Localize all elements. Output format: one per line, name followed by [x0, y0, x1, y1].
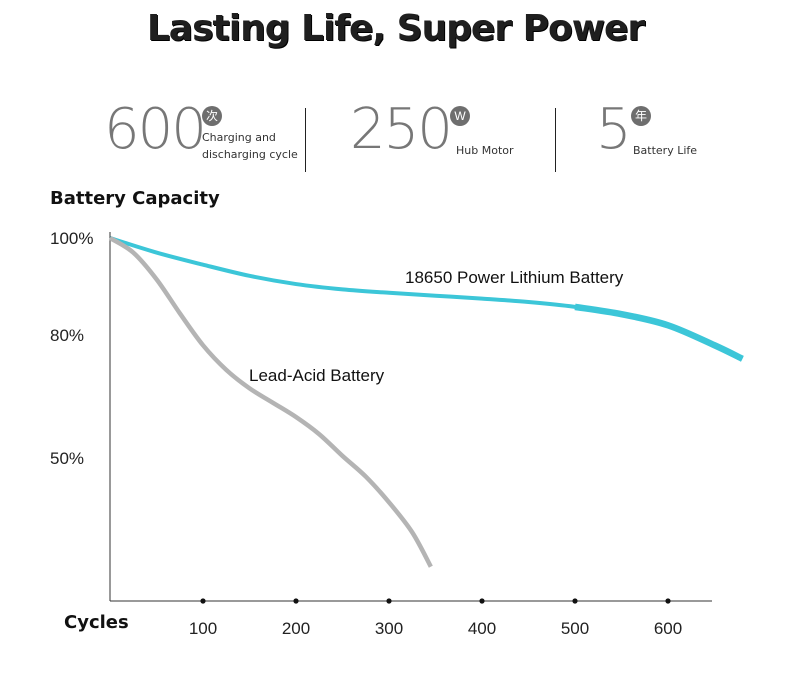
x-tick-dot-1	[293, 598, 299, 604]
x-tick-dot-2	[386, 598, 392, 604]
x-tick-label-5: 600	[654, 619, 682, 638]
stat-cycles: 600 次 Charging and discharging cycle	[104, 100, 304, 170]
series-label-1: Lead-Acid Battery	[249, 366, 385, 385]
x-axis-label: Cycles	[64, 612, 129, 633]
series-label-0: 18650 Power Lithium Battery	[405, 268, 624, 287]
stat-life-value: 5	[596, 97, 632, 162]
stat-divider-1	[305, 108, 306, 172]
series-line-0-tail	[574, 303, 744, 362]
x-tick-label-4: 500	[561, 619, 589, 638]
stat-motor-badge: W	[450, 106, 470, 126]
x-tick-label-0: 100	[189, 619, 217, 638]
chart-title: Battery Capacity	[50, 188, 220, 209]
stat-life-badge: 年	[631, 106, 651, 126]
x-tick-dot-5	[665, 598, 671, 604]
y-tick-label-2: 50%	[50, 449, 84, 468]
stat-cycles-badge: 次	[202, 106, 222, 126]
stat-motor: 250 W Hub Motor	[350, 100, 540, 170]
y-tick-label-0: 100%	[50, 229, 93, 248]
stat-cycles-value: 600	[104, 97, 207, 162]
x-tick-label-1: 200	[282, 619, 310, 638]
stat-cycles-label-1: Charging and	[202, 131, 276, 144]
series-1	[108, 236, 433, 568]
stat-life: 5 年 Battery Life	[596, 100, 746, 170]
series-line-1	[108, 236, 433, 568]
x-tick-label-2: 300	[375, 619, 403, 638]
stat-motor-label: Hub Motor	[456, 144, 514, 157]
x-tick-dot-0	[200, 598, 206, 604]
stat-cycles-label-2: discharging cycle	[202, 148, 298, 161]
series-line-0	[109, 236, 744, 361]
stat-life-label: Battery Life	[633, 144, 698, 157]
x-tick-dot-4	[572, 598, 578, 604]
y-tick-label-1: 80%	[50, 326, 84, 345]
x-tick-label-3: 400	[468, 619, 496, 638]
stat-motor-value: 250	[350, 97, 453, 162]
stat-divider-2	[555, 108, 556, 172]
series-0	[109, 236, 744, 362]
x-tick-dot-3	[479, 598, 485, 604]
page-title: Lasting Life, Super Power	[146, 8, 645, 49]
